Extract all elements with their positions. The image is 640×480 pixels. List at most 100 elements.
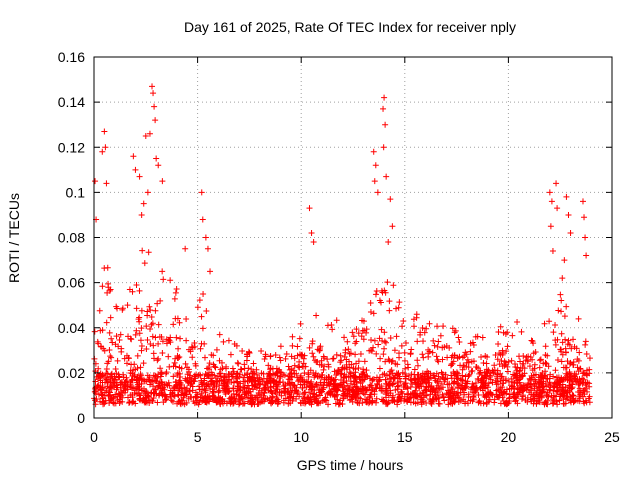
data-point xyxy=(288,374,295,381)
data-point xyxy=(586,355,593,362)
data-point xyxy=(543,392,550,399)
data-point xyxy=(345,346,352,353)
data-point xyxy=(299,351,306,358)
data-point xyxy=(528,372,535,379)
data-point xyxy=(147,390,154,397)
data-point xyxy=(194,304,201,311)
data-point xyxy=(149,397,156,404)
data-point-high-29 xyxy=(310,239,317,246)
data-point xyxy=(516,367,523,374)
data-point xyxy=(326,389,333,396)
data-point xyxy=(269,390,276,397)
data-point xyxy=(105,280,112,287)
data-point xyxy=(384,401,391,408)
data-point xyxy=(577,387,584,394)
data-point xyxy=(107,384,114,391)
data-point xyxy=(159,350,166,357)
data-point xyxy=(375,341,382,348)
data-point xyxy=(368,382,375,389)
data-point xyxy=(220,338,227,345)
data-point xyxy=(329,355,336,362)
data-point xyxy=(124,302,131,309)
data-point xyxy=(572,397,579,404)
data-point xyxy=(358,333,365,340)
data-point xyxy=(462,373,469,380)
data-point xyxy=(199,394,206,401)
data-point xyxy=(552,341,559,348)
data-point xyxy=(446,389,453,396)
data-point xyxy=(384,279,391,286)
data-point xyxy=(255,400,262,407)
data-point xyxy=(96,307,103,314)
data-point xyxy=(216,400,223,407)
data-point xyxy=(430,372,437,379)
data-point xyxy=(224,378,231,385)
data-point xyxy=(228,395,235,402)
data-point xyxy=(352,369,359,376)
data-point xyxy=(451,329,458,336)
data-point xyxy=(291,355,298,362)
data-point xyxy=(361,358,368,365)
y-tick-label-4: 0.08 xyxy=(58,230,85,246)
data-point xyxy=(230,385,237,392)
data-point xyxy=(475,376,482,383)
data-point xyxy=(417,329,424,336)
data-point xyxy=(410,323,417,330)
data-point xyxy=(288,353,295,360)
data-point xyxy=(99,283,106,290)
data-point xyxy=(274,398,281,405)
data-point xyxy=(470,342,477,349)
data-point xyxy=(582,379,589,386)
data-point xyxy=(297,320,304,327)
data-point xyxy=(417,396,424,403)
data-point-high-12 xyxy=(150,90,157,97)
data-point xyxy=(133,376,140,383)
data-point xyxy=(298,352,305,359)
data-point xyxy=(266,370,273,377)
data-point xyxy=(93,384,100,391)
data-point xyxy=(421,387,428,394)
data-point xyxy=(273,380,280,387)
data-point xyxy=(364,373,371,380)
data-point xyxy=(425,375,432,382)
data-point xyxy=(549,400,556,407)
data-point xyxy=(106,391,113,398)
data-point xyxy=(458,377,465,384)
data-point-high-6 xyxy=(130,153,137,160)
data-point xyxy=(120,387,127,394)
data-point xyxy=(173,285,180,292)
data-point xyxy=(385,356,392,363)
data-point xyxy=(404,361,411,368)
data-point xyxy=(331,381,338,388)
x-tick-label-0: 0 xyxy=(90,429,98,445)
data-point xyxy=(161,381,168,388)
data-point xyxy=(140,360,147,367)
data-point xyxy=(206,393,213,400)
data-point xyxy=(420,354,427,361)
data-point xyxy=(151,355,158,362)
data-point xyxy=(154,374,161,381)
data-point xyxy=(436,400,443,407)
data-point xyxy=(414,338,421,345)
data-point xyxy=(290,381,297,388)
data-point xyxy=(414,375,421,382)
data-point xyxy=(450,395,457,402)
data-point xyxy=(198,390,205,397)
data-point xyxy=(137,372,144,379)
data-point xyxy=(127,384,134,391)
data-point xyxy=(104,264,111,271)
y-tick-label-7: 0.14 xyxy=(58,94,85,110)
data-point xyxy=(175,392,182,399)
data-point xyxy=(216,370,223,377)
data-point xyxy=(309,390,316,397)
data-point xyxy=(177,401,184,408)
data-point xyxy=(521,370,528,377)
data-point xyxy=(134,381,141,388)
data-point xyxy=(128,361,135,368)
data-point xyxy=(425,346,432,353)
data-point-high-48 xyxy=(563,193,570,200)
data-point xyxy=(173,334,180,341)
data-point xyxy=(177,335,184,342)
data-point xyxy=(574,356,581,363)
data-point xyxy=(250,360,257,367)
